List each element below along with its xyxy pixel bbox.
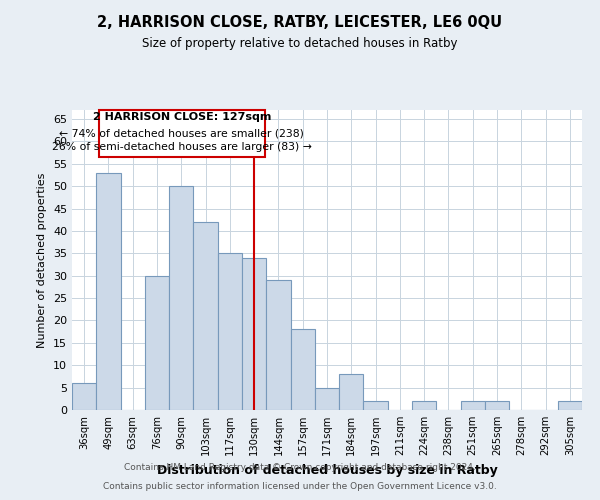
Bar: [315, 388, 339, 410]
Bar: [266, 280, 290, 410]
Bar: [96, 172, 121, 410]
Bar: [558, 401, 582, 410]
Text: 2 HARRISON CLOSE: 127sqm: 2 HARRISON CLOSE: 127sqm: [93, 112, 271, 122]
Text: 26% of semi-detached houses are larger (83) →: 26% of semi-detached houses are larger (…: [52, 142, 312, 152]
Text: ← 74% of detached houses are smaller (238): ← 74% of detached houses are smaller (23…: [59, 128, 304, 138]
Bar: [72, 383, 96, 410]
Text: Contains HM Land Registry data © Crown copyright and database right 2024.: Contains HM Land Registry data © Crown c…: [124, 464, 476, 472]
Bar: [290, 330, 315, 410]
Bar: [242, 258, 266, 410]
Y-axis label: Number of detached properties: Number of detached properties: [37, 172, 47, 348]
Bar: [485, 401, 509, 410]
Text: Size of property relative to detached houses in Ratby: Size of property relative to detached ho…: [142, 38, 458, 51]
Bar: [364, 401, 388, 410]
Text: 2, HARRISON CLOSE, RATBY, LEICESTER, LE6 0QU: 2, HARRISON CLOSE, RATBY, LEICESTER, LE6…: [97, 15, 503, 30]
Bar: [339, 374, 364, 410]
Bar: [218, 254, 242, 410]
Bar: [412, 401, 436, 410]
Bar: [169, 186, 193, 410]
X-axis label: Distribution of detached houses by size in Ratby: Distribution of detached houses by size …: [157, 464, 497, 476]
Bar: [145, 276, 169, 410]
Bar: [193, 222, 218, 410]
Bar: [461, 401, 485, 410]
Text: Contains public sector information licensed under the Open Government Licence v3: Contains public sector information licen…: [103, 482, 497, 491]
